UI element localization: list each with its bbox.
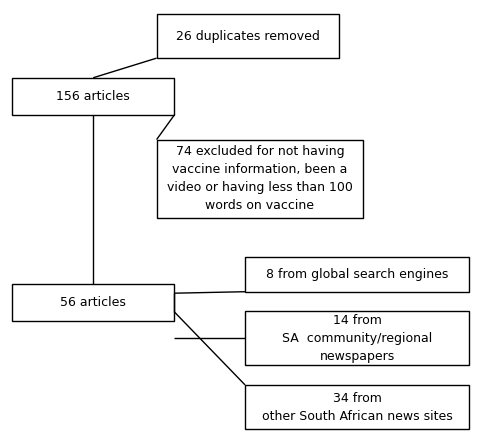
FancyBboxPatch shape: [156, 14, 338, 58]
FancyBboxPatch shape: [245, 311, 470, 365]
Text: 26 duplicates removed: 26 duplicates removed: [176, 30, 320, 43]
FancyBboxPatch shape: [245, 385, 470, 429]
Text: 56 articles: 56 articles: [60, 296, 126, 309]
Text: 156 articles: 156 articles: [56, 90, 130, 103]
Text: 74 excluded for not having
vaccine information, been a
video or having less than: 74 excluded for not having vaccine infor…: [167, 145, 353, 212]
FancyBboxPatch shape: [245, 257, 470, 292]
Text: 14 from
SA  community/regional
newspapers: 14 from SA community/regional newspapers: [282, 314, 432, 363]
Text: 34 from
other South African news sites: 34 from other South African news sites: [262, 392, 452, 422]
Text: 8 from global search engines: 8 from global search engines: [266, 268, 448, 281]
FancyBboxPatch shape: [12, 284, 174, 321]
FancyBboxPatch shape: [156, 140, 363, 218]
FancyBboxPatch shape: [12, 78, 174, 115]
